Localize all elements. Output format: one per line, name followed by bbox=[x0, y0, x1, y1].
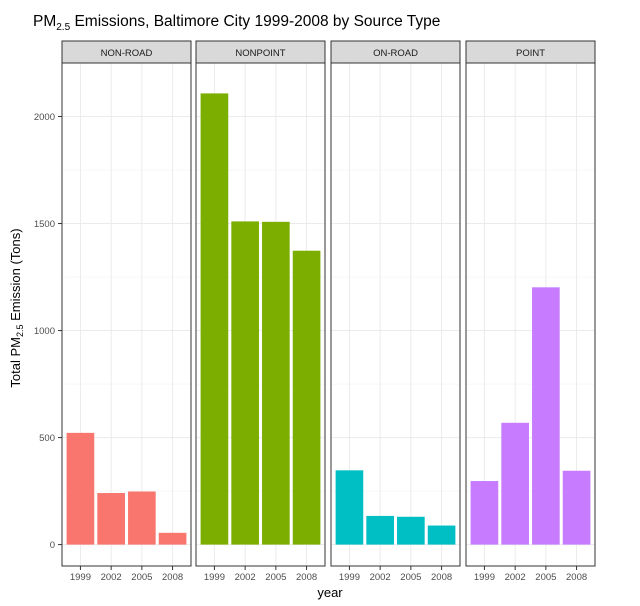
bar-point-2002 bbox=[501, 422, 529, 545]
x-tick-label: 1999 bbox=[339, 572, 360, 583]
y-tick-label: 0 bbox=[50, 540, 55, 551]
facet-strip-label: POINT bbox=[516, 48, 545, 59]
facet-strip bbox=[465, 40, 596, 64]
facet-panels: NON-ROAD 1999 2002 2005 2008 NONPOINT 1999 2002… bbox=[61, 40, 596, 583]
facet-strip-label: NONPOINT bbox=[235, 48, 285, 59]
bar-non-road-1999 bbox=[66, 432, 95, 545]
x-axis-label: year bbox=[317, 585, 343, 600]
y-tick-label: 1000 bbox=[34, 326, 55, 337]
bar-on-road-1999 bbox=[335, 470, 364, 545]
bar-on-road-2002 bbox=[366, 515, 394, 545]
x-tick-label: 1999 bbox=[204, 572, 225, 583]
facet-strip bbox=[61, 40, 192, 64]
x-tick-label: 2005 bbox=[265, 572, 286, 583]
x-tick-label: 1999 bbox=[474, 572, 495, 583]
bar-non-road-2002 bbox=[97, 493, 125, 545]
y-tick-label: 2000 bbox=[34, 112, 55, 123]
x-tick-label: 2008 bbox=[162, 572, 183, 583]
x-tick-label: 1999 bbox=[70, 572, 91, 583]
bar-on-road-2008 bbox=[427, 525, 456, 545]
x-tick-label: 2005 bbox=[131, 572, 152, 583]
facet-strip-label: NON-ROAD bbox=[101, 48, 153, 59]
bar-point-2008 bbox=[562, 470, 591, 545]
facet-strip bbox=[330, 40, 461, 64]
bar-nonpoint-2005 bbox=[262, 221, 290, 545]
facet-panel-on-road: ON-ROAD 1999 2002 2005 2008 bbox=[330, 40, 461, 583]
facet-panel-point: POINT 1999 2002 2005 2008 bbox=[465, 40, 596, 583]
y-tick-label: 500 bbox=[39, 433, 55, 444]
bar-nonpoint-2008 bbox=[292, 250, 321, 545]
chart-title: PM2.5 Emissions, Baltimore City 1999-200… bbox=[33, 13, 440, 33]
bar-nonpoint-2002 bbox=[231, 221, 259, 545]
x-tick-label: 2005 bbox=[400, 572, 421, 583]
facet-strip-label: ON-ROAD bbox=[373, 48, 418, 59]
bar-non-road-2008 bbox=[158, 532, 187, 545]
bar-nonpoint-1999 bbox=[200, 93, 229, 545]
bar-point-2005 bbox=[532, 287, 560, 545]
x-tick-label: 2008 bbox=[566, 572, 587, 583]
y-axis: 0 500 1000 1500 2000 bbox=[34, 112, 62, 551]
bar-on-road-2005 bbox=[397, 516, 425, 545]
bar-point-1999 bbox=[470, 481, 499, 545]
x-tick-label: 2002 bbox=[505, 572, 526, 583]
y-tick-label: 1500 bbox=[34, 219, 55, 230]
x-tick-label: 2002 bbox=[101, 572, 122, 583]
y-axis-label: Total PM2.5 Emission (Tons) bbox=[8, 228, 25, 387]
facet-panel-nonpoint: NONPOINT 1999 2002 2005 2008 bbox=[195, 40, 326, 583]
facet-panel-non-road: NON-ROAD 1999 2002 2005 2008 bbox=[61, 40, 192, 583]
x-tick-label: 2002 bbox=[235, 572, 256, 583]
bar-non-road-2005 bbox=[128, 491, 156, 545]
x-tick-label: 2008 bbox=[431, 572, 452, 583]
x-tick-label: 2005 bbox=[535, 572, 556, 583]
x-tick-label: 2002 bbox=[370, 572, 391, 583]
facet-strip bbox=[195, 40, 326, 64]
x-tick-label: 2008 bbox=[296, 572, 317, 583]
